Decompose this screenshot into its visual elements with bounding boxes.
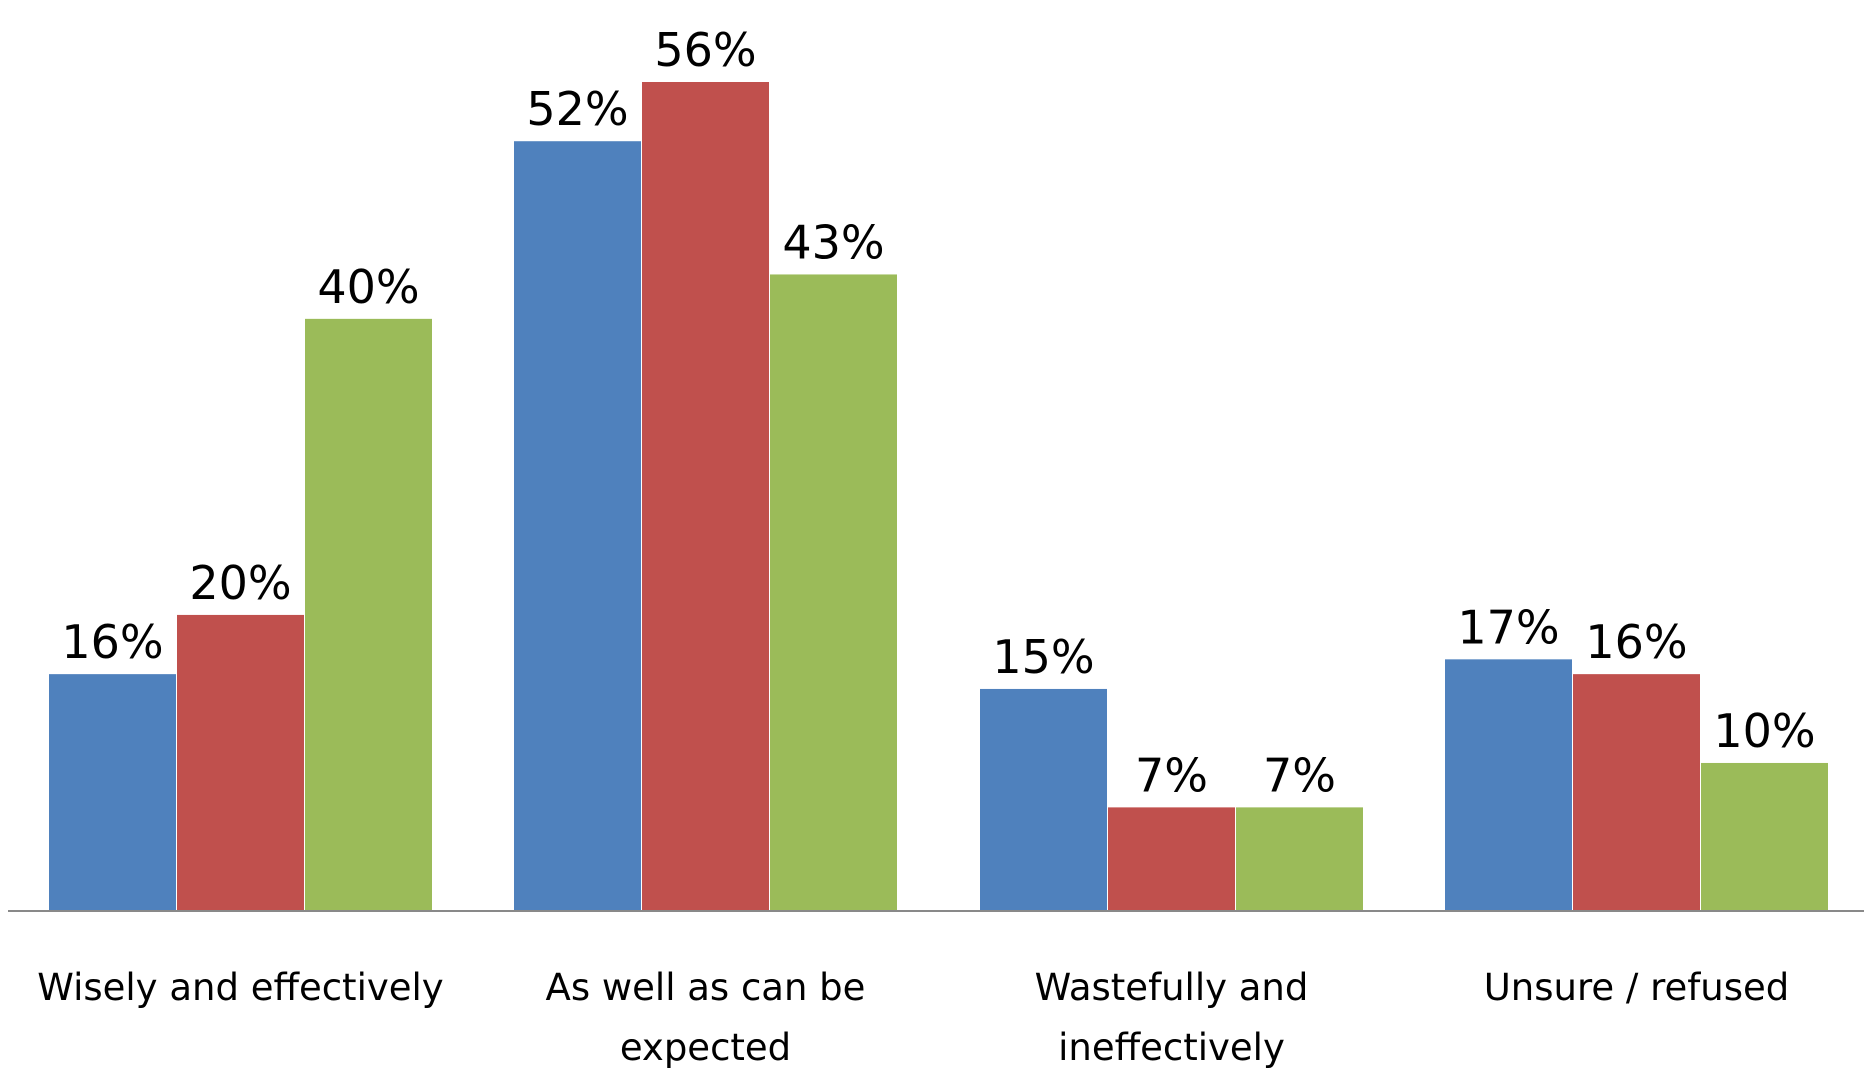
data-label-2-1: 7% <box>1135 748 1208 802</box>
data-label-0-2: 40% <box>317 260 419 314</box>
bar-3-2 <box>1701 762 1828 911</box>
category-label-3-line-0: Unsure / refused <box>1484 966 1790 1009</box>
data-label-3-2: 10% <box>1713 704 1815 758</box>
bars-group <box>49 82 1828 912</box>
bar-2-1 <box>1108 807 1235 911</box>
data-label-3-1: 16% <box>1585 615 1687 669</box>
bar-1-0 <box>514 141 641 911</box>
bar-0-0 <box>49 674 176 911</box>
data-label-1-0: 52% <box>526 82 628 136</box>
data-label-3-0: 17% <box>1457 600 1559 654</box>
data-label-2-2: 7% <box>1263 748 1336 802</box>
bar-1-1 <box>642 82 769 911</box>
category-labels-group: Wisely and effectively As well as can be e… <box>37 966 1789 1069</box>
category-label-2-line-0: Wastefully and <box>1035 966 1309 1009</box>
data-labels-group: 16% 20% 40% 52% 56% 43% 15% 7% 7% 17% 16% 10% <box>61 23 1815 802</box>
data-label-1-2: 43% <box>782 215 884 269</box>
data-label-0-0: 16% <box>61 615 163 669</box>
data-label-1-1: 56% <box>654 23 756 77</box>
category-label-1-line-1: expected <box>620 1026 791 1069</box>
bar-1-2 <box>770 274 897 912</box>
data-label-0-1: 20% <box>189 556 291 610</box>
category-label-1-line-0: As well as can be <box>546 966 866 1009</box>
bar-3-1 <box>1573 674 1700 911</box>
category-label-0-line-0: Wisely and effectively <box>37 966 443 1009</box>
bar-0-2 <box>305 318 432 911</box>
bar-2-0 <box>980 688 1107 911</box>
bar-3-0 <box>1445 659 1572 911</box>
bar-0-1 <box>177 614 304 911</box>
data-label-2-0: 15% <box>992 630 1094 684</box>
bar-2-2 <box>1236 807 1363 911</box>
category-label-2-line-1: ineffectively <box>1058 1026 1285 1069</box>
